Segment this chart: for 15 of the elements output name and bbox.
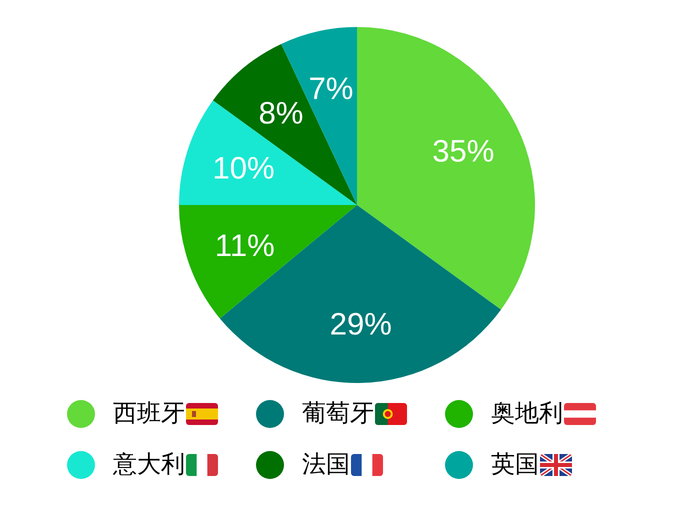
data-label: 8% xyxy=(258,96,304,131)
legend-label: 英国 xyxy=(491,450,539,480)
data-label: 10% xyxy=(212,150,275,186)
legend-label: 意大利 xyxy=(113,450,185,480)
pie-slice xyxy=(357,27,535,310)
data-label: 35% xyxy=(432,133,494,168)
data-label: 7% xyxy=(308,71,354,106)
pie-slice xyxy=(212,44,357,205)
legend-label: 奥地利 xyxy=(491,398,563,428)
data-label: 11% xyxy=(214,228,275,263)
pie-slice xyxy=(179,100,357,205)
legend-label: 西班牙 xyxy=(113,398,185,428)
legend-label: 葡萄牙 xyxy=(302,398,374,428)
data-label: 29% xyxy=(330,306,392,342)
legend-label: 法国 xyxy=(302,450,350,480)
